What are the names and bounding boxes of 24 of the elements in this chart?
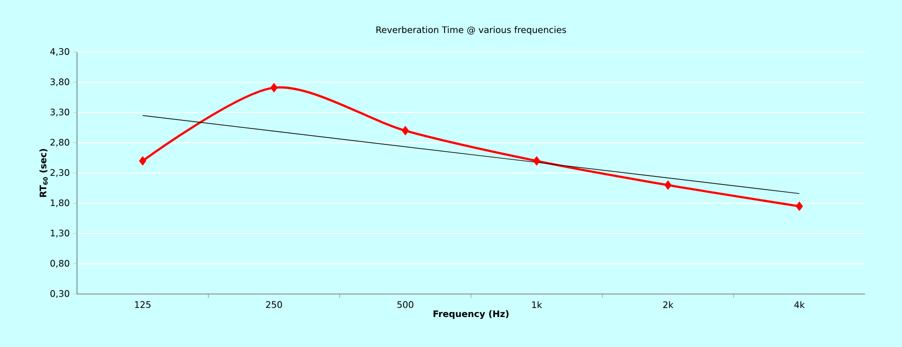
x-tick-label: 4k — [794, 301, 805, 308]
point — [270, 82, 278, 92]
y-tick-label: 2,80 — [50, 138, 70, 147]
y-tick-label: 2,30 — [50, 169, 70, 177]
x-tick-label: 500 — [397, 301, 414, 308]
x-tick-label: 250 — [266, 301, 282, 308]
y-tick-label: 0,80 — [50, 260, 70, 268]
y-tick-label: 0,30 — [50, 290, 70, 298]
point — [796, 202, 803, 212]
x-tick-label: 2k — [663, 301, 674, 308]
point — [139, 156, 146, 166]
y-tick-label: 4,30 — [50, 48, 70, 56]
y-tick-label: 1,80 — [50, 199, 70, 208]
y-tick-label: 3,80 — [50, 78, 70, 86]
y-tick-label: 1,30 — [50, 230, 70, 238]
y-tick-label: 3,30 — [50, 108, 70, 116]
x-tick-label: 125 — [135, 301, 150, 308]
point — [664, 180, 672, 190]
chart-title: Reverberation Time @ various frequencies — [376, 26, 566, 35]
y-axis-title: RT$_{60}$ (sec) — [39, 149, 48, 197]
point — [533, 156, 540, 166]
point — [402, 126, 409, 136]
x-tick-label: 1k — [532, 301, 542, 308]
x-axis-title: Frequency (Hz) — [434, 310, 508, 319]
